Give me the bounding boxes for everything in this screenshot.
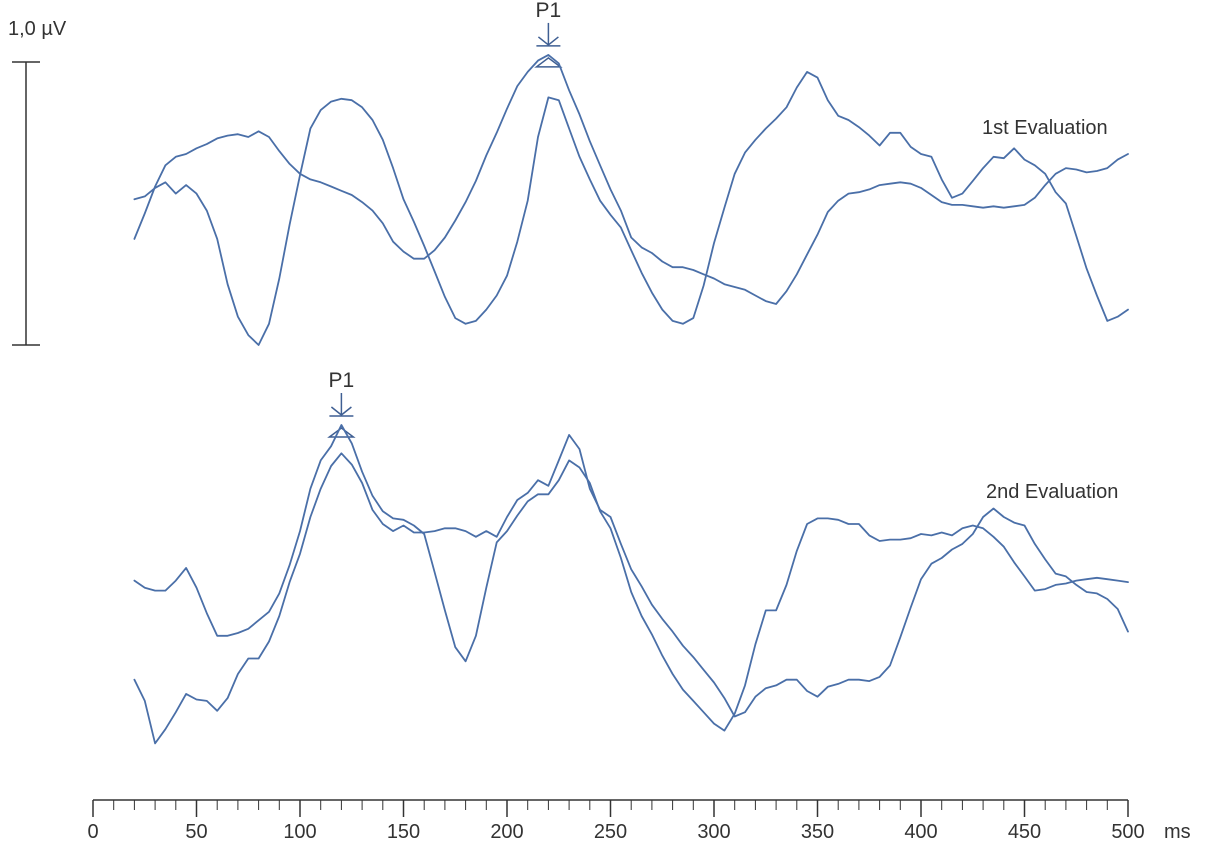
peak-triangle [534, 56, 563, 68]
x-tick-label: 500 [1111, 821, 1144, 843]
panel-second-evaluation: 2nd Evaluation P1 [133, 369, 1129, 745]
x-axis-ticks: 0 50 100 150 200 250 300 350 400 450 500 [87, 800, 1145, 843]
peak-marker-first [534, 22, 563, 68]
x-tick-label: 250 [594, 821, 627, 843]
x-tick-label: 50 [185, 821, 207, 843]
x-tick-label: 100 [283, 821, 316, 843]
panel-label-second-evaluation: 2nd Evaluation [986, 481, 1118, 503]
peak-arrow-head [537, 36, 559, 46]
traces-first-evaluation [133, 54, 1129, 346]
x-axis: 0 50 100 150 200 250 300 350 400 450 500 ms [87, 799, 1191, 843]
x-tick-label: 450 [1008, 821, 1041, 843]
trace-2-1 [133, 424, 1129, 732]
x-axis-unit: ms [1164, 821, 1191, 843]
x-tick-label: 300 [697, 821, 730, 843]
traces-second-evaluation [133, 424, 1129, 745]
x-tick-label: 150 [387, 821, 420, 843]
trace-2-2 [133, 434, 1129, 745]
x-tick-label: 200 [490, 821, 523, 843]
peak-arrow-head [330, 406, 352, 416]
peak-label-p1-first: P1 [536, 0, 562, 22]
peak-triangle [327, 427, 356, 438]
trace-1-1 [133, 54, 1129, 305]
x-tick-label: 350 [801, 821, 834, 843]
trace-1-2 [133, 71, 1129, 346]
x-tick-label: 400 [904, 821, 937, 843]
x-tick-label: 0 [87, 821, 98, 843]
peak-marker-second [327, 393, 356, 438]
scale-bar [12, 61, 40, 346]
peak-label-p1-second: P1 [329, 369, 355, 392]
panel-label-first-evaluation: 1st Evaluation [982, 117, 1108, 139]
panel-first-evaluation: 1st Evaluation P1 [133, 0, 1129, 346]
scale-bar-label: 1,0 µV [8, 18, 67, 40]
